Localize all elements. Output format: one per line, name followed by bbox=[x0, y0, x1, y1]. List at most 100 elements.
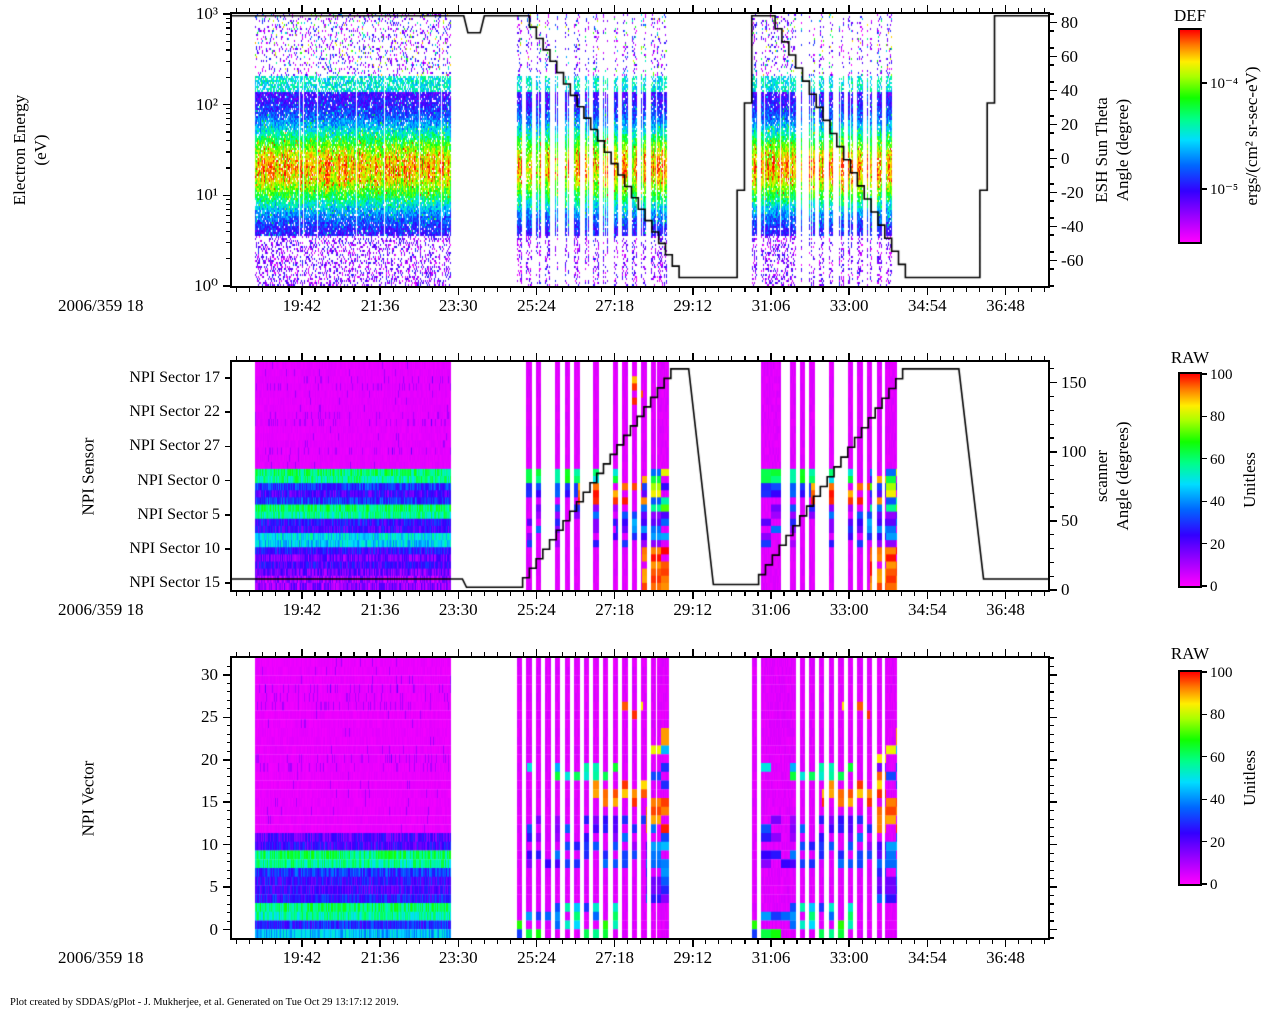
tick-mark bbox=[227, 699, 230, 701]
tick-mark bbox=[288, 356, 290, 360]
tick-mark bbox=[978, 592, 981, 596]
tick-mark bbox=[640, 8, 642, 12]
tick-mark bbox=[509, 592, 511, 596]
tick-mark bbox=[262, 652, 264, 656]
tick-mark bbox=[705, 356, 707, 360]
tick-mark bbox=[952, 356, 954, 360]
colorbar-tick-label: 80 bbox=[1210, 409, 1225, 426]
tick-mark bbox=[496, 8, 498, 12]
tick-mark bbox=[226, 76, 230, 78]
tick-mark bbox=[757, 288, 759, 292]
tick-mark bbox=[1202, 415, 1207, 417]
tick-mark bbox=[275, 940, 277, 944]
y-tick-label: 80 bbox=[1061, 12, 1078, 32]
tick-mark bbox=[705, 8, 707, 12]
tick-mark bbox=[353, 652, 355, 656]
tick-mark bbox=[366, 652, 368, 656]
tick-mark bbox=[887, 940, 889, 944]
tick-mark bbox=[223, 194, 230, 197]
x-tick-label: 19:42 bbox=[282, 948, 322, 967]
tick-mark bbox=[483, 940, 485, 944]
tick-mark bbox=[1050, 395, 1054, 398]
tick-mark bbox=[548, 652, 551, 656]
tick-mark bbox=[1017, 8, 1020, 12]
tick-mark bbox=[226, 208, 230, 210]
y-tick-label: 10 bbox=[201, 834, 218, 854]
tick-mark bbox=[431, 288, 433, 292]
tick-mark bbox=[731, 288, 733, 292]
tick-mark bbox=[227, 725, 230, 727]
tick-mark bbox=[275, 592, 277, 596]
tick-mark bbox=[561, 940, 564, 944]
tick-mark bbox=[262, 940, 264, 944]
tick-mark bbox=[757, 652, 759, 656]
tick-mark bbox=[835, 652, 837, 656]
tick-mark bbox=[226, 108, 230, 110]
tick-mark bbox=[835, 592, 837, 596]
tick-mark bbox=[1030, 652, 1033, 656]
tick-mark bbox=[1050, 268, 1054, 270]
tick-mark bbox=[314, 592, 316, 596]
tick-mark bbox=[796, 940, 798, 944]
credit-line: Plot created by SDDAS/gPlot - J. Mukherj… bbox=[10, 997, 399, 1008]
colorbar-title-raw: RAW bbox=[1170, 348, 1210, 367]
tick-mark bbox=[314, 940, 316, 944]
tick-mark bbox=[226, 131, 230, 133]
tick-mark bbox=[226, 214, 230, 217]
tick-mark bbox=[227, 852, 230, 854]
tick-mark bbox=[718, 592, 720, 596]
tick-mark bbox=[1202, 798, 1207, 800]
tick-mark bbox=[225, 411, 230, 413]
tick-mark bbox=[548, 592, 551, 596]
tick-mark bbox=[1050, 423, 1054, 425]
tick-mark bbox=[1050, 132, 1054, 134]
tick-mark bbox=[1202, 841, 1207, 843]
tick-mark bbox=[1050, 217, 1054, 219]
tick-mark bbox=[392, 652, 394, 656]
tick-mark bbox=[226, 27, 230, 29]
tick-mark bbox=[379, 649, 381, 656]
colorbar-tick-label: 60 bbox=[1210, 749, 1225, 766]
colorbar-tick-label: 60 bbox=[1210, 451, 1225, 468]
tick-mark bbox=[666, 592, 668, 596]
tick-mark bbox=[939, 592, 941, 596]
tick-mark bbox=[1202, 458, 1207, 460]
tick-mark bbox=[926, 649, 929, 656]
tick-mark bbox=[340, 288, 342, 292]
tick-mark bbox=[1050, 793, 1054, 795]
tick-mark bbox=[1030, 288, 1033, 292]
tick-mark bbox=[783, 356, 785, 360]
tick-mark bbox=[236, 940, 238, 944]
tick-mark bbox=[666, 940, 668, 944]
tick-mark bbox=[226, 140, 230, 142]
tick-mark bbox=[314, 8, 316, 12]
sector-tick-label: NPI Sector 22 bbox=[129, 403, 220, 421]
tick-mark bbox=[1050, 21, 1057, 24]
tick-mark bbox=[744, 592, 746, 596]
tick-mark bbox=[496, 592, 498, 596]
tick-mark bbox=[1043, 652, 1046, 656]
npi-sensor-spectrogram-canvas bbox=[232, 362, 1048, 590]
tick-mark bbox=[601, 592, 603, 596]
tick-mark bbox=[225, 582, 230, 584]
tick-mark bbox=[301, 592, 303, 599]
tick-mark bbox=[1050, 166, 1054, 168]
x-tick-label: 36:48 bbox=[986, 948, 1025, 967]
tick-mark bbox=[522, 288, 525, 292]
tick-mark bbox=[457, 940, 460, 947]
x-tick-label: 27:18 bbox=[595, 600, 634, 619]
tick-mark bbox=[783, 940, 785, 944]
tick-mark bbox=[1050, 937, 1054, 939]
x-tick-label: 36:48 bbox=[986, 296, 1025, 315]
x-tick-label: 36:48 bbox=[986, 600, 1025, 619]
x-tick-label: 25:24 bbox=[517, 600, 556, 619]
tick-mark bbox=[227, 665, 230, 667]
tick-mark bbox=[574, 592, 577, 596]
tick-mark bbox=[822, 652, 824, 656]
y-tick-label: 20 bbox=[1061, 114, 1078, 134]
tick-mark bbox=[1050, 869, 1054, 871]
tick-mark bbox=[809, 652, 811, 656]
tick-mark bbox=[900, 8, 902, 12]
y-tick-label: 150 bbox=[1061, 372, 1087, 392]
